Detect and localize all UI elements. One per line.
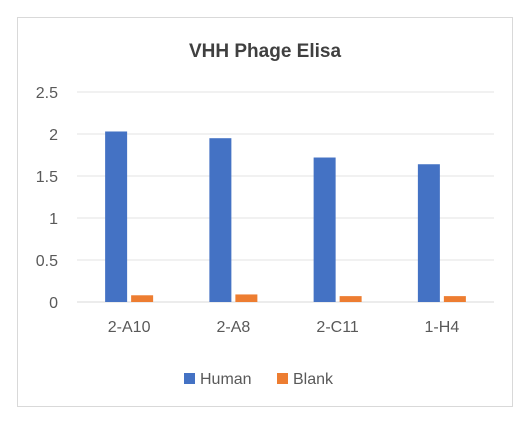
y-tick-label: 1.5 — [36, 169, 58, 186]
legend-label-blank: Blank — [293, 371, 334, 388]
bar-blank-2-c11 — [339, 296, 362, 302]
x-tick-label: 2-A8 — [216, 319, 250, 336]
x-tick-label: 1-H4 — [425, 319, 460, 336]
y-tick-label: 1 — [49, 211, 58, 228]
bar-blank-2-a8 — [235, 294, 258, 302]
bar-blank-2-a10 — [131, 295, 154, 302]
legend-label-human: Human — [200, 371, 252, 388]
bars — [105, 131, 466, 302]
y-tick-label: 2 — [49, 127, 58, 144]
y-axis-ticks: 0 0.5 1 1.5 2 2.5 — [36, 85, 58, 312]
x-tick-label: 2-C11 — [316, 319, 358, 336]
x-axis-ticks: 2-A10 2-A8 2-C11 1-H4 — [108, 319, 460, 336]
bar-human-2-c11 — [313, 157, 336, 302]
chart-title: VHH Phage Elisa — [189, 41, 341, 62]
bar-human-1-h4 — [417, 164, 440, 302]
legend-swatch-human — [184, 373, 195, 384]
y-tick-label: 0.5 — [36, 253, 58, 270]
legend: Human Blank — [184, 371, 334, 388]
bar-blank-1-h4 — [443, 296, 466, 302]
y-tick-label: 0 — [49, 295, 58, 312]
x-tick-label: 2-A10 — [108, 319, 151, 336]
legend-swatch-blank — [277, 373, 288, 384]
bar-human-2-a8 — [209, 138, 232, 302]
bar-human-2-a10 — [105, 131, 128, 302]
y-tick-label: 2.5 — [36, 85, 58, 102]
